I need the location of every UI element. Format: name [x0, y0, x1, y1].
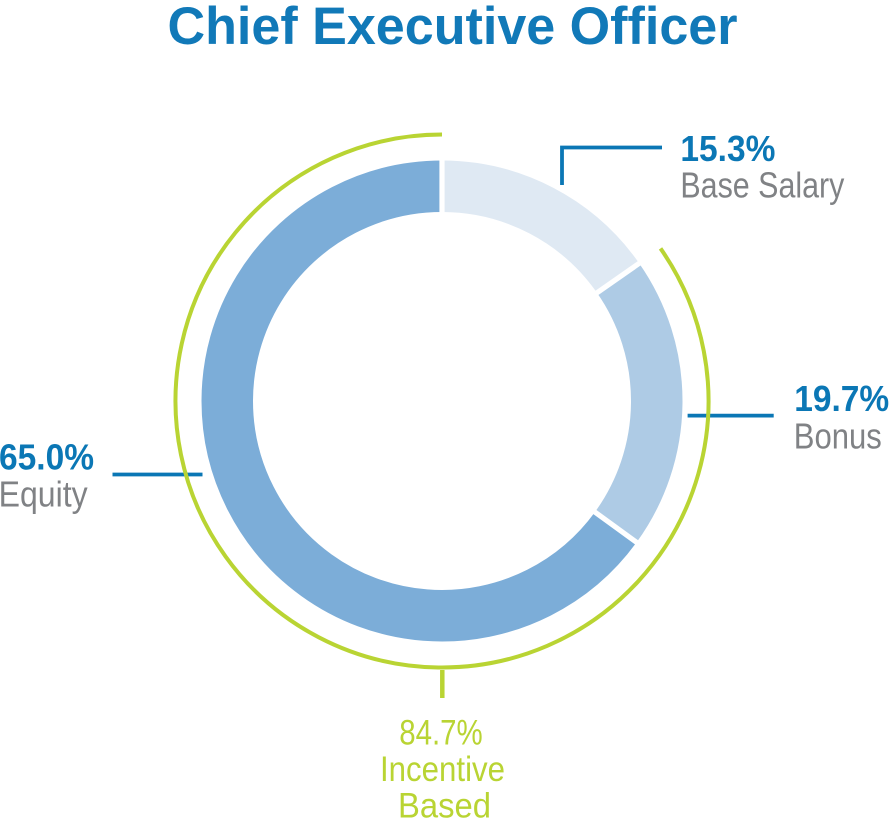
svg-text:65.0%: 65.0%	[0, 437, 94, 478]
svg-text:Based: Based	[398, 787, 491, 822]
svg-text:Incentive: Incentive	[380, 750, 505, 789]
svg-text:15.3%: 15.3%	[680, 128, 775, 169]
svg-text:84.7%: 84.7%	[399, 714, 483, 753]
svg-text:Equity: Equity	[0, 474, 88, 515]
svg-text:Chief Executive Officer: Chief Executive Officer	[168, 0, 738, 56]
svg-text:Base Salary: Base Salary	[680, 164, 844, 205]
svg-text:19.7%: 19.7%	[794, 378, 889, 419]
svg-text:Bonus: Bonus	[794, 416, 882, 457]
